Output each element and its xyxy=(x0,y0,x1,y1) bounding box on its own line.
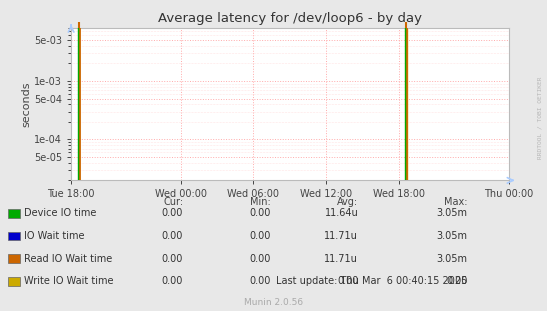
Text: 3.05m: 3.05m xyxy=(437,231,468,241)
Text: Write IO Wait time: Write IO Wait time xyxy=(24,276,113,286)
Text: 0.00: 0.00 xyxy=(249,208,271,218)
Text: Avg:: Avg: xyxy=(337,197,358,207)
Text: Device IO time: Device IO time xyxy=(24,208,96,218)
Text: 0.00: 0.00 xyxy=(337,276,358,286)
Text: 0.00: 0.00 xyxy=(162,208,183,218)
Text: 0.00: 0.00 xyxy=(162,276,183,286)
Text: Last update: Thu Mar  6 00:40:15 2025: Last update: Thu Mar 6 00:40:15 2025 xyxy=(276,276,468,286)
Title: Average latency for /dev/loop6 - by day: Average latency for /dev/loop6 - by day xyxy=(158,12,422,26)
Text: Min:: Min: xyxy=(250,197,271,207)
Y-axis label: seconds: seconds xyxy=(21,81,31,127)
Text: Cur:: Cur: xyxy=(163,197,183,207)
Text: 11.71u: 11.71u xyxy=(324,254,358,264)
Text: 0.00: 0.00 xyxy=(162,254,183,264)
Text: Read IO Wait time: Read IO Wait time xyxy=(24,254,112,264)
Text: Max:: Max: xyxy=(444,197,468,207)
Text: 11.64u: 11.64u xyxy=(324,208,358,218)
Text: 3.05m: 3.05m xyxy=(437,254,468,264)
Text: Munin 2.0.56: Munin 2.0.56 xyxy=(244,298,303,307)
Text: 3.05m: 3.05m xyxy=(437,208,468,218)
Text: 0.00: 0.00 xyxy=(446,276,468,286)
Text: 0.00: 0.00 xyxy=(249,276,271,286)
Text: RRDTOOL / TOBI OETIKER: RRDTOOL / TOBI OETIKER xyxy=(537,77,543,160)
Text: 0.00: 0.00 xyxy=(162,231,183,241)
Text: IO Wait time: IO Wait time xyxy=(24,231,84,241)
Text: 0.00: 0.00 xyxy=(249,231,271,241)
Text: 11.71u: 11.71u xyxy=(324,231,358,241)
Text: 0.00: 0.00 xyxy=(249,254,271,264)
